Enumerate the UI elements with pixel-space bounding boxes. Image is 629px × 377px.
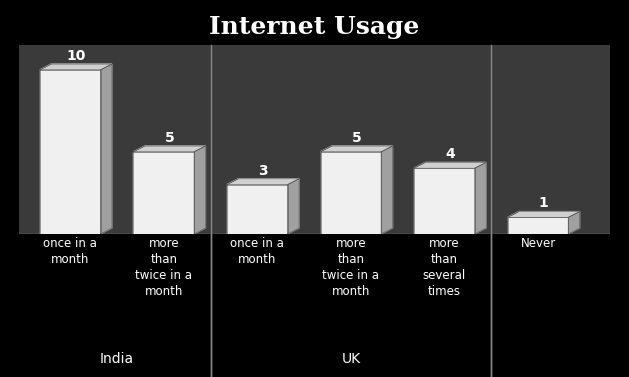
- Text: 1: 1: [539, 196, 548, 210]
- Text: more
than
several
times: more than several times: [423, 237, 466, 297]
- Polygon shape: [321, 152, 381, 234]
- Polygon shape: [321, 146, 392, 152]
- Polygon shape: [227, 185, 288, 234]
- Polygon shape: [569, 211, 580, 234]
- Polygon shape: [414, 168, 475, 234]
- Polygon shape: [40, 70, 101, 234]
- Polygon shape: [508, 211, 580, 218]
- Polygon shape: [133, 146, 206, 152]
- Text: 10: 10: [66, 49, 86, 63]
- Text: UK: UK: [342, 351, 360, 366]
- Polygon shape: [101, 64, 112, 234]
- Text: once in a
month: once in a month: [230, 237, 284, 266]
- Polygon shape: [288, 179, 299, 234]
- Polygon shape: [414, 162, 486, 168]
- Title: Internet Usage: Internet Usage: [209, 15, 420, 39]
- Polygon shape: [508, 218, 569, 234]
- Text: 5: 5: [165, 131, 174, 145]
- Text: India: India: [100, 351, 134, 366]
- Text: Never: Never: [520, 237, 555, 250]
- Text: more
than
twice in a
month: more than twice in a month: [323, 237, 379, 297]
- Text: more
than
twice in a
month: more than twice in a month: [135, 237, 192, 297]
- Polygon shape: [475, 162, 486, 234]
- Polygon shape: [133, 152, 194, 234]
- Text: 4: 4: [445, 147, 455, 161]
- Text: once in a
month: once in a month: [43, 237, 97, 266]
- Text: 5: 5: [352, 131, 362, 145]
- Polygon shape: [194, 146, 206, 234]
- Text: 3: 3: [259, 164, 268, 178]
- Polygon shape: [40, 64, 112, 70]
- Polygon shape: [227, 179, 299, 185]
- Polygon shape: [381, 146, 392, 234]
